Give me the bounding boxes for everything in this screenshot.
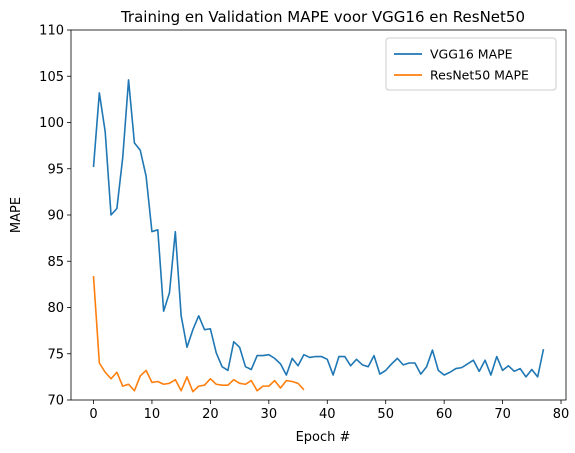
legend-label: ResNet50 MAPE <box>430 68 529 83</box>
y-axis-label: MAPE <box>9 197 24 233</box>
legend: VGG16 MAPE ResNet50 MAPE <box>385 37 557 91</box>
x-tick-label: 80 <box>553 407 570 422</box>
series-line-vgg16 <box>92 79 545 378</box>
x-tick-label: 10 <box>144 407 161 422</box>
x-tick-label: 20 <box>202 407 219 422</box>
x-tick-label: 30 <box>261 407 278 422</box>
y-tick-label: 90 <box>47 209 64 224</box>
y-tick-label: 75 <box>47 347 64 362</box>
x-tick-label: 0 <box>89 407 97 422</box>
y-tick-label: 70 <box>47 394 64 409</box>
y-tick-label: 85 <box>47 255 64 270</box>
x-tick-label: 70 <box>494 407 511 422</box>
legend-box <box>385 37 557 91</box>
x-axis-label: Epoch # <box>296 430 351 445</box>
y-tick-label: 100 <box>39 116 64 131</box>
chart-title: Training en Validation MAPE voor VGG16 e… <box>120 8 525 26</box>
series-line-resnet50 <box>92 275 305 393</box>
y-tick-label: 105 <box>39 70 64 85</box>
x-tick-label: 50 <box>377 407 394 422</box>
y-axis-ticks: 70 75 80 85 90 95 100 105 110 <box>39 24 71 409</box>
y-tick-label: 95 <box>47 162 64 177</box>
x-axis-ticks: 0 10 20 30 40 50 60 70 80 <box>89 400 569 422</box>
y-tick-label: 80 <box>47 301 64 316</box>
x-tick-label: 40 <box>319 407 336 422</box>
plot-frame <box>70 29 567 401</box>
legend-label: VGG16 MAPE <box>430 47 513 62</box>
x-tick-label: 60 <box>436 407 453 422</box>
series-layer <box>92 79 545 393</box>
y-tick-label: 110 <box>39 24 64 39</box>
